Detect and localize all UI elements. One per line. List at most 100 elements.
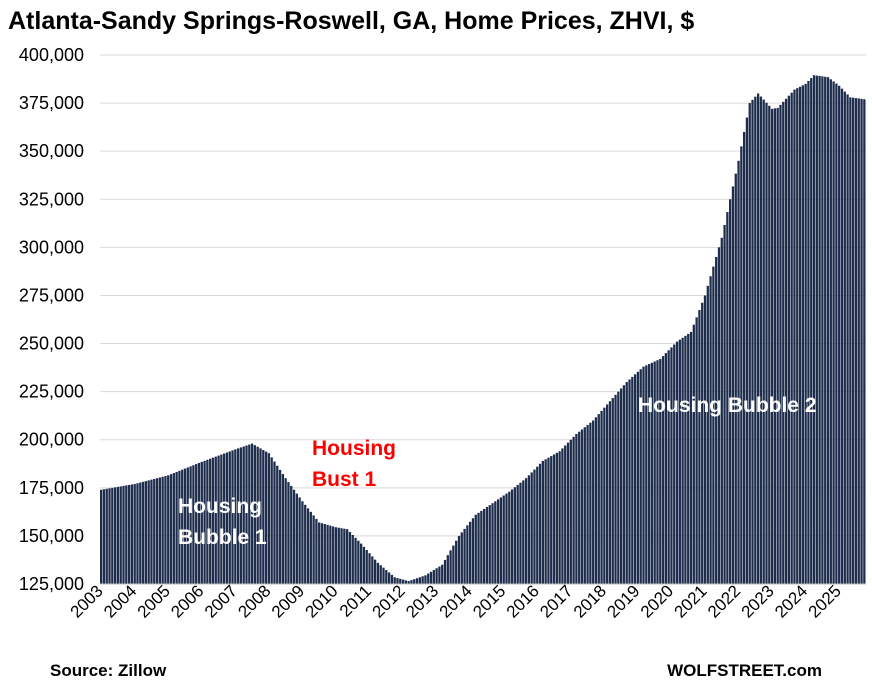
bar [281,474,285,584]
bar [790,92,793,585]
bar [824,76,827,585]
bar [175,471,178,584]
bar [675,341,679,584]
bar [150,479,153,584]
bar [555,452,558,584]
bar [306,508,310,584]
bar [284,478,287,584]
bar [351,534,354,584]
bar [745,117,749,585]
bar [158,477,161,584]
bar [631,376,634,584]
x-tick-label: 2007 [201,581,241,621]
x-tick-label: 2014 [436,581,476,621]
bar [471,518,475,584]
x-tick-label: 2021 [670,581,710,621]
bar [474,514,477,584]
bar [376,562,380,584]
bar [782,101,785,584]
bar [326,524,329,584]
bar [740,146,743,584]
bar [717,247,721,585]
bar [566,442,570,584]
bar [178,470,181,584]
bar [513,487,517,584]
bar [429,571,433,584]
bar [365,550,368,584]
bar [709,276,712,584]
x-tick-label: 2022 [704,581,744,621]
bar [340,528,343,584]
bar [622,385,626,584]
bar [228,451,231,584]
bar [572,436,575,584]
bar [343,528,346,584]
bar [779,104,782,584]
bar [734,173,737,584]
bar [111,487,114,584]
bar [527,475,531,584]
bar [603,407,606,584]
bar [379,565,382,584]
bar [270,457,273,584]
bar [102,489,106,584]
x-tick-label: 2020 [637,581,677,621]
bar [298,497,301,584]
bar [860,98,863,585]
bar [133,483,136,584]
y-tick-label: 275,000 [19,285,84,305]
bar [404,580,408,584]
bar [147,480,150,584]
bar [712,266,715,584]
bar [172,473,175,584]
y-tick-label: 400,000 [19,45,84,65]
bar [264,451,268,584]
x-tick-label: 2005 [134,581,174,621]
bar [438,566,441,584]
bar [192,465,195,584]
bar [362,546,366,584]
x-tick-label: 2006 [167,581,207,621]
bar [460,532,463,584]
bar [304,504,307,584]
bar [354,537,357,584]
bar [687,333,690,584]
bar [720,237,723,584]
y-tick-label: 200,000 [19,430,84,450]
x-tick-label: 2004 [100,581,140,621]
bar [141,481,145,584]
bar [544,459,547,584]
bar [435,568,438,584]
bar [748,103,751,584]
bar [737,160,740,585]
bar [664,353,668,584]
bar [477,512,480,584]
x-tick-label: 2015 [469,581,509,621]
bar [838,85,841,584]
bar [793,89,796,584]
annotation-label: Bubble 1 [178,526,267,549]
bar [242,446,245,584]
bar [485,507,489,584]
bar [807,80,810,584]
bar [695,317,698,584]
bar [821,76,824,584]
x-tick-label: 2012 [369,581,409,621]
bar [849,97,852,584]
bar [583,427,586,584]
bar [483,508,486,584]
bar [692,324,695,584]
x-tick-label: 2013 [402,581,442,621]
bar [186,467,189,584]
bar [580,429,584,584]
bar [776,107,779,585]
bar [756,93,760,584]
bar [552,454,556,584]
bar [253,445,257,584]
bar [452,545,455,584]
bar [533,469,536,584]
bar [469,521,472,584]
bar [424,575,427,584]
bar [393,577,396,584]
bar [130,484,134,584]
